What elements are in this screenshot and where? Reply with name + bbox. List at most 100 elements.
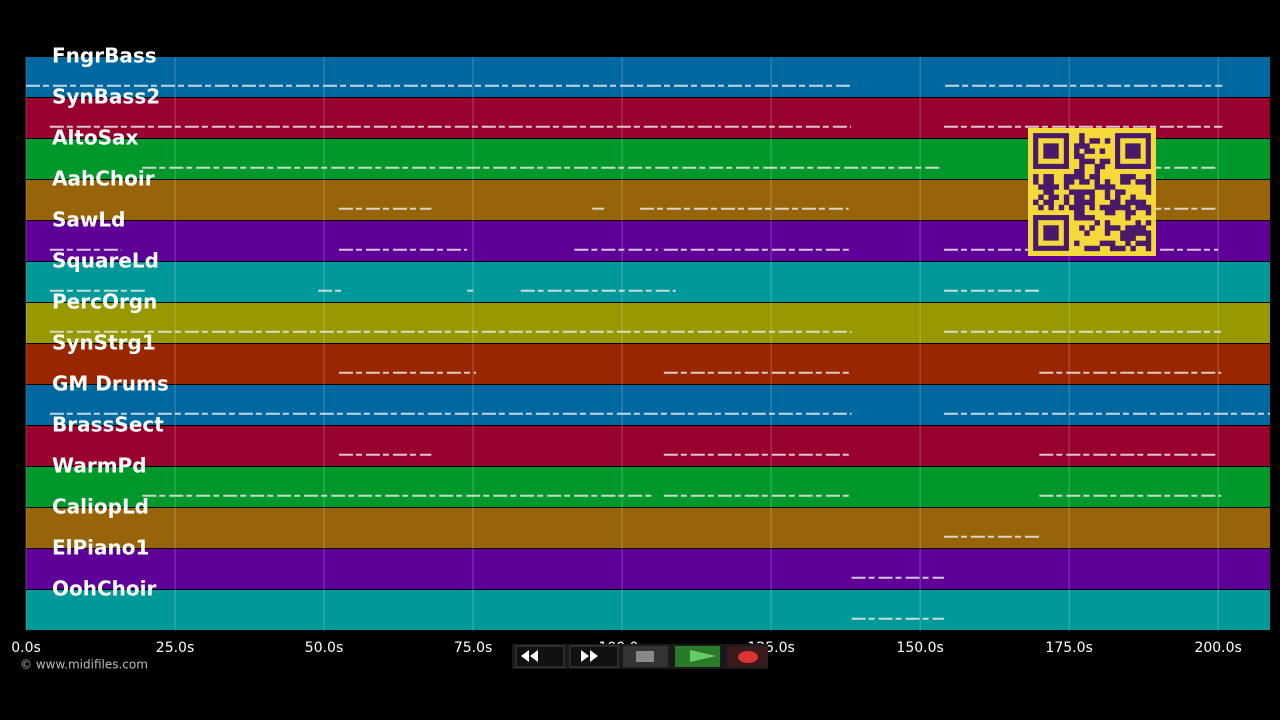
qr-cell (1089, 194, 1095, 200)
qr-cell (1115, 245, 1121, 252)
qr-cell (1109, 245, 1116, 252)
qr-cell (1135, 220, 1141, 226)
qr-cell (1094, 138, 1100, 144)
qr-cell (1089, 204, 1095, 211)
qr-cell (1079, 174, 1085, 180)
stop-button[interactable] (623, 646, 668, 667)
qr-cell (1089, 245, 1095, 252)
qr-cell (1130, 235, 1136, 241)
qr-cell (1130, 245, 1136, 252)
play-button[interactable] (675, 646, 720, 667)
qr-cell (1109, 240, 1116, 247)
qr-cell (1094, 220, 1100, 226)
qr-cell (1033, 199, 1039, 206)
qr-cell (1043, 179, 1049, 185)
qr-cell (1074, 199, 1080, 206)
qr-cell (1094, 174, 1100, 180)
track-labels: FngrBass SynBass2 AltoSax AahChoir SawLd Squa… (52, 44, 169, 601)
qr-cell (1145, 174, 1152, 180)
qr-cell (1063, 174, 1070, 180)
track-name: SynBass2 (52, 85, 160, 109)
qr-cell (1089, 158, 1095, 165)
qr-cell (1063, 194, 1070, 200)
qr-cell (1104, 220, 1111, 226)
qr-cell (1079, 143, 1085, 149)
qr-cell (1120, 204, 1126, 211)
qr-cell (1104, 204, 1111, 211)
track-name: AahChoir (52, 167, 155, 191)
qr-cell (1140, 240, 1147, 247)
qr-cell (1130, 230, 1136, 236)
qr-cell (1048, 189, 1054, 195)
qr-cell (1043, 199, 1049, 206)
track-name: ElPiano1 (52, 536, 149, 560)
qr-cell (1125, 240, 1131, 247)
qr-cell (1109, 209, 1116, 216)
qr-cell (1063, 179, 1070, 185)
qr-cell (1079, 163, 1085, 170)
track-row (26, 426, 1270, 466)
qr-cell (1048, 204, 1054, 211)
qr-cell (1140, 225, 1147, 231)
qr-cell (1074, 204, 1080, 211)
qr-cell (1130, 194, 1136, 200)
qr-cell (1043, 189, 1049, 195)
record-button[interactable] (727, 646, 768, 667)
qr-cell (1089, 174, 1095, 180)
qr-cell (1084, 230, 1090, 236)
tick-label: 200.0s (1194, 640, 1241, 656)
qr-cell (1120, 189, 1126, 195)
track-row (26, 590, 1270, 630)
qr-cell (1104, 230, 1111, 236)
qr-cell (1130, 209, 1136, 216)
qr-cell (1135, 204, 1141, 211)
qr-cell (1074, 240, 1080, 247)
qr-cell (1104, 179, 1111, 185)
qr-cell (1135, 230, 1141, 236)
qr-cell (1074, 143, 1080, 149)
qr-cell (1145, 209, 1152, 216)
qr-cell (1048, 194, 1054, 200)
qr-cell (1145, 245, 1152, 252)
qr-cell (1084, 245, 1090, 252)
qr-cell (1079, 138, 1085, 144)
track-name: GM Drums (52, 372, 169, 396)
qr-cell (1068, 179, 1075, 185)
track-row (26, 549, 1270, 589)
track-name: OohChoir (52, 577, 156, 601)
qr-cell (1079, 158, 1085, 165)
track-name: CaliopLd (52, 495, 149, 519)
qr-cell (1099, 163, 1106, 170)
qr-cell (1074, 174, 1080, 180)
track-row (26, 57, 1270, 97)
qr-cell (1130, 225, 1136, 231)
qr-cell (1135, 225, 1141, 231)
tick-label: 25.0s (156, 640, 194, 656)
qr-cell (1125, 204, 1131, 211)
qr-cell (1109, 225, 1116, 231)
qr-cell (1048, 184, 1054, 190)
qr-cell (1099, 240, 1106, 247)
qr-cell (1120, 245, 1126, 252)
qr-cell (1094, 168, 1100, 175)
qr-cell (1079, 153, 1085, 160)
qr-cell (1125, 199, 1131, 206)
track-row (26, 467, 1270, 507)
qr-cell (1094, 245, 1100, 252)
qr-cell (1084, 158, 1090, 165)
qr-cell (1109, 199, 1116, 206)
forward-button[interactable] (569, 645, 619, 668)
qr-cell (1074, 215, 1080, 221)
qr-cell (1099, 158, 1106, 165)
qr-cell (1115, 194, 1121, 200)
qr-cell (1084, 148, 1090, 154)
qr-cell (1094, 163, 1100, 170)
qr-cell (1145, 240, 1152, 247)
qr-cell (1038, 184, 1044, 190)
rewind-button[interactable] (515, 645, 565, 668)
qr-cell (1135, 199, 1141, 206)
qr-cell (1089, 189, 1095, 195)
qr-cell (1115, 189, 1121, 195)
